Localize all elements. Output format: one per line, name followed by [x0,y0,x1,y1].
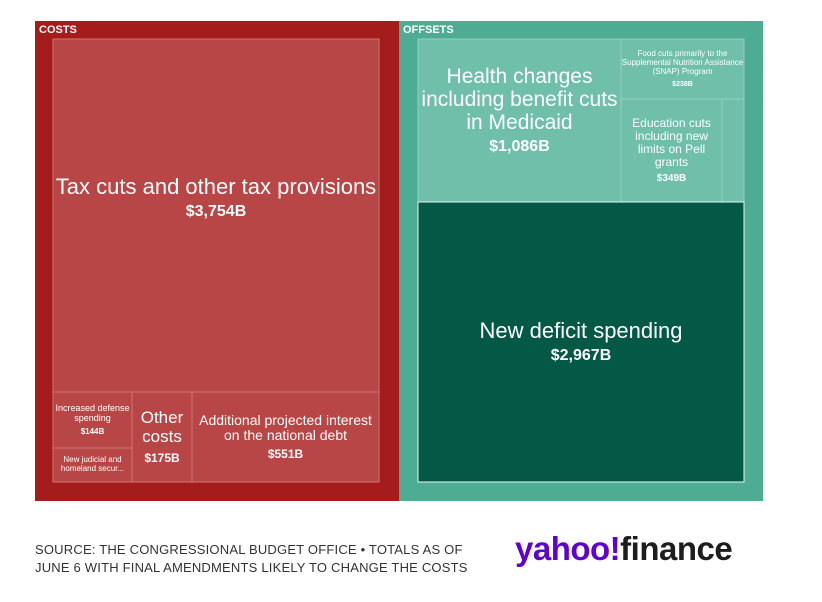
cell-other-costs [131,391,193,483]
other-costs-label-box: Other costs $175B [140,408,184,465]
cell-snap [620,38,745,100]
other-costs-name: Other costs [140,408,184,446]
new-deficit-label-box: New deficit spending $2,967B [479,317,683,365]
education-name: Education cuts including new limits on P… [632,115,711,170]
interest-name: Additional projected interest on the nat… [199,411,372,443]
offsets-group-label: OFFSETS [403,24,454,36]
education-value: $349B [656,173,687,185]
judicial-name: New judicial and homeland secur... [60,455,125,473]
health-label-box: Health changes including benefit cuts in… [421,65,618,156]
tax-cuts-name: Tax cuts and other tax provisions [55,174,377,199]
treemap-chart: COSTS OFFSETS Tax cuts and other tax provi… [35,21,763,501]
defense-name: Increased defense spending [55,402,130,423]
costs-group-label: COSTS [39,24,77,36]
source-note: SOURCE: THE CONGRESSIONAL BUDGET OFFICE … [35,542,468,575]
interest-label-box: Additional projected interest on the nat… [199,411,372,462]
snap-label-box: Food cuts primarily to the Supplemental … [621,49,744,88]
yahoo-finance-logo: yahoo!finance [515,530,733,567]
education-label-box: Education cuts including new limits on P… [632,115,711,185]
new-deficit-value: $2,967B [550,347,612,365]
cell-small-offset [721,98,745,203]
cell-education [620,98,723,203]
cell-health [417,38,622,203]
tax-cuts-value: $3,754B [185,203,247,221]
snap-value: $238B [672,80,693,88]
health-name: Health changes including benefit cuts in… [421,65,618,135]
cell-tax-cuts [52,38,380,393]
judicial-label-box: New judicial and homeland secur... [60,455,125,473]
new-deficit-name: New deficit spending [479,317,683,343]
interest-value: $551B [267,447,304,462]
defense-value: $144B [80,427,105,437]
snap-name: Food cuts primarily to the Supplemental … [621,49,744,76]
health-value: $1,086B [489,138,550,156]
cell-interest [191,391,380,483]
tax-cuts-label-box: Tax cuts and other tax provisions $3,754B [55,174,377,221]
other-costs-value: $175B [144,450,180,465]
cell-new-deficit [417,201,745,483]
defense-label-box: Increased defense spending $144B [55,402,130,437]
